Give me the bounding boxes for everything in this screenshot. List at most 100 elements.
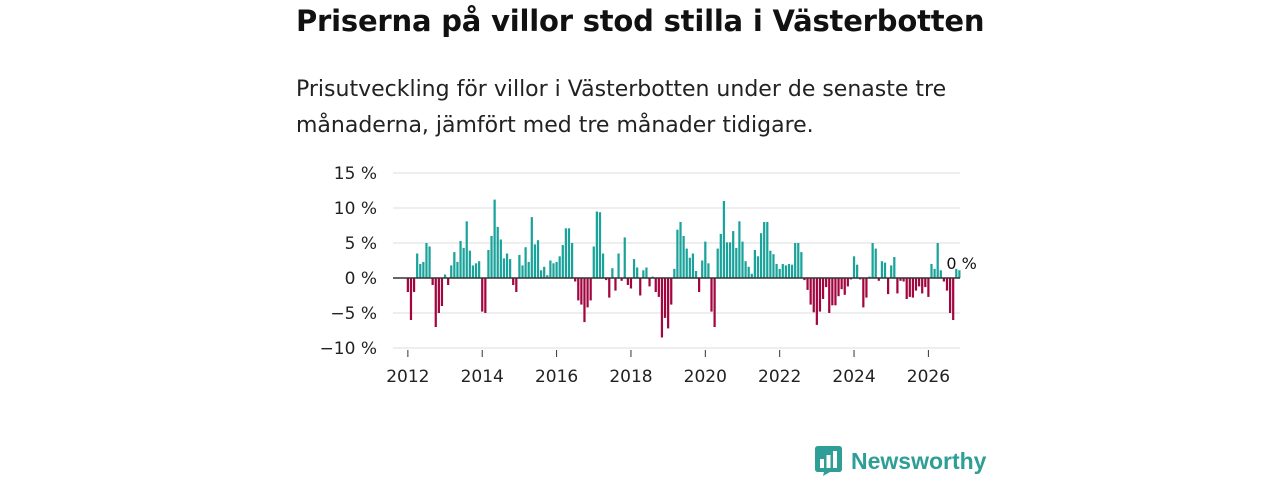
- bar: [877, 278, 880, 281]
- bar: [735, 247, 738, 278]
- bar: [936, 243, 939, 278]
- bar: [416, 253, 419, 278]
- bar: [874, 248, 877, 278]
- bar: [570, 243, 574, 278]
- bar: [899, 278, 902, 281]
- x-tick-label: 2022: [758, 367, 801, 387]
- bar: [862, 278, 865, 308]
- bar: [440, 278, 444, 306]
- bar: [905, 278, 908, 299]
- bar: [660, 278, 664, 338]
- bar: [428, 246, 431, 278]
- bar: [710, 278, 713, 312]
- bar: [747, 266, 750, 278]
- bar: [558, 256, 561, 278]
- bar: [657, 278, 660, 297]
- bar: [713, 278, 716, 327]
- bar: [536, 240, 540, 278]
- bar: [769, 250, 772, 278]
- bar: [654, 278, 657, 292]
- bar: [626, 278, 629, 285]
- x-tick-label: 2018: [609, 367, 652, 387]
- bar: [515, 278, 518, 292]
- bar: [502, 258, 506, 278]
- bar: [533, 244, 537, 278]
- bar: [719, 233, 722, 278]
- bar: [505, 253, 509, 278]
- bar: [524, 247, 527, 278]
- bar: [738, 221, 741, 278]
- bar: [939, 270, 942, 278]
- bar: [775, 264, 778, 278]
- bar: [958, 270, 961, 278]
- bar: [812, 278, 815, 313]
- bar: [856, 264, 859, 278]
- newsworthy-logo-icon: [815, 446, 842, 476]
- bar: [753, 250, 756, 278]
- bar: [685, 248, 688, 278]
- bar: [636, 267, 639, 278]
- bar: [422, 261, 425, 278]
- bar: [456, 261, 459, 278]
- bar: [673, 268, 676, 278]
- bar: [809, 278, 812, 305]
- bar: [484, 278, 487, 313]
- bar: [840, 278, 843, 290]
- bar: [512, 278, 515, 285]
- bar: [546, 275, 549, 278]
- x-axis: 2012 2014 2016 2018 2020 2022 2024 2026: [386, 277, 960, 387]
- bar: [704, 241, 707, 278]
- x-tick-label: 2016: [535, 367, 578, 387]
- bar: [806, 278, 809, 290]
- bar: [447, 278, 450, 285]
- bar: [459, 240, 462, 278]
- bar: [756, 256, 760, 278]
- bar: [419, 264, 422, 278]
- y-tick-label: 10 %: [334, 199, 377, 219]
- bar: [670, 278, 673, 305]
- y-tick-label: −10 %: [320, 339, 377, 359]
- bar: [933, 268, 936, 278]
- bar: [490, 236, 493, 278]
- bar: [921, 278, 924, 294]
- bar: [865, 278, 868, 298]
- bar: [691, 253, 695, 278]
- bar: [815, 278, 818, 325]
- bar: [772, 254, 775, 278]
- bar: [601, 253, 605, 278]
- bar: [450, 265, 453, 278]
- x-tick-label: 2020: [684, 367, 727, 387]
- bar: [800, 252, 803, 278]
- bar: [543, 266, 546, 278]
- bar: [732, 231, 735, 278]
- bar: [530, 217, 533, 278]
- bar: [825, 278, 828, 288]
- brand-logo: Newsworthy: [815, 444, 986, 478]
- x-tick-label: 2014: [461, 367, 504, 387]
- bar: [406, 278, 409, 292]
- bar: [586, 278, 589, 308]
- bar: [412, 278, 416, 292]
- bar: [784, 265, 787, 278]
- bar: [589, 278, 592, 301]
- bar: [583, 278, 586, 323]
- chart-title: Priserna på villor stod stilla i Västerb…: [296, 4, 985, 38]
- bar: [611, 268, 614, 278]
- bar: [701, 260, 704, 278]
- bar: [834, 278, 837, 306]
- bar: [443, 274, 447, 278]
- bar: [887, 278, 890, 295]
- bar: [642, 270, 645, 278]
- bar: [493, 199, 496, 278]
- bar: [955, 268, 958, 278]
- bar: [698, 278, 701, 292]
- y-tick-label: −5 %: [330, 304, 377, 324]
- bar: [790, 264, 794, 278]
- bar: [425, 243, 428, 278]
- bar: [632, 259, 636, 278]
- bar: [481, 278, 484, 312]
- bar: [549, 260, 552, 278]
- bar: [676, 229, 679, 278]
- y-tick-label: 15 %: [334, 164, 377, 184]
- brand-name: Newsworthy: [851, 447, 987, 474]
